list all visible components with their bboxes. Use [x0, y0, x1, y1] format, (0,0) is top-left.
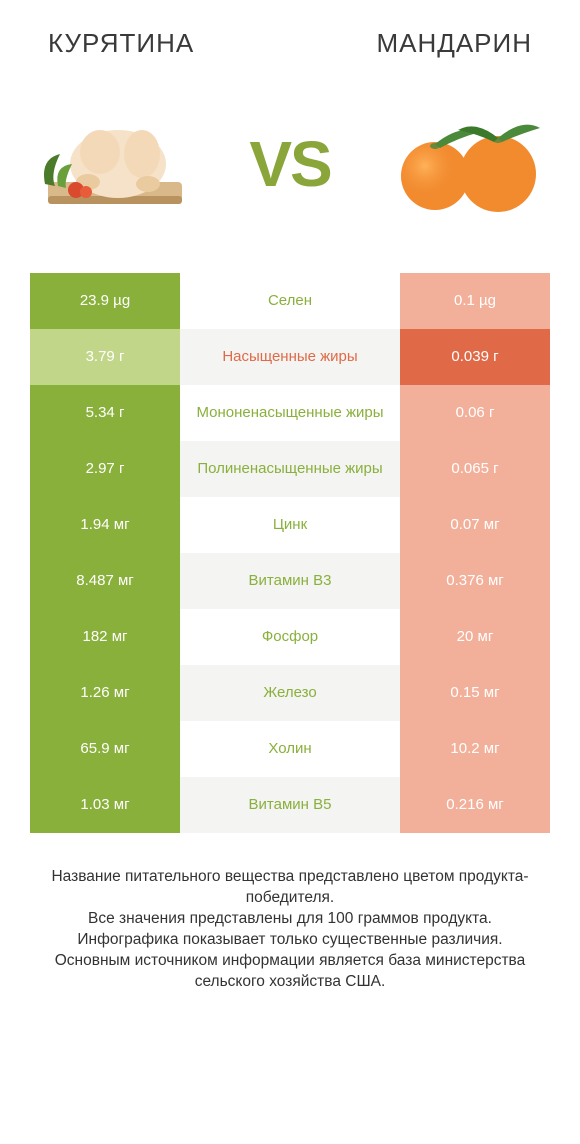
left-value: 1.26 мг	[30, 665, 180, 721]
right-value: 0.07 мг	[400, 497, 550, 553]
left-value: 2.97 г	[30, 441, 180, 497]
right-food-title: MАНДАРИН	[376, 28, 532, 59]
left-value: 182 мг	[30, 609, 180, 665]
left-value: 5.34 г	[30, 385, 180, 441]
table-row: 23.9 µgСелен0.1 µg	[30, 273, 550, 329]
footer-line: Все значения представлены для 100 граммо…	[28, 909, 552, 930]
footer-line: Название питательного вещества представл…	[28, 867, 552, 909]
table-row: 1.26 мгЖелезо0.15 мг	[30, 665, 550, 721]
left-value: 3.79 г	[30, 329, 180, 385]
nutrient-name: Холин	[180, 721, 400, 777]
nutrient-name: Железо	[180, 665, 400, 721]
footer-line: Инфографика показывает только существенн…	[28, 930, 552, 951]
right-value: 0.15 мг	[400, 665, 550, 721]
right-value: 0.039 г	[400, 329, 550, 385]
right-value: 0.376 мг	[400, 553, 550, 609]
footer-line: Основным источником информации является …	[28, 951, 552, 993]
vs-row: VS	[0, 59, 580, 273]
right-value: 0.06 г	[400, 385, 550, 441]
right-value: 0.065 г	[400, 441, 550, 497]
nutrient-name: Цинк	[180, 497, 400, 553]
nutrient-name: Полиненасыщенные жиры	[180, 441, 400, 497]
mandarin-illustration	[380, 99, 550, 229]
nutrient-name: Селен	[180, 273, 400, 329]
header: КУРЯТИНА MАНДАРИН	[0, 0, 580, 59]
nutrient-name: Мононенасыщенные жиры	[180, 385, 400, 441]
left-value: 23.9 µg	[30, 273, 180, 329]
nutrient-name: Витамин B5	[180, 777, 400, 833]
left-value: 65.9 мг	[30, 721, 180, 777]
right-value: 20 мг	[400, 609, 550, 665]
table-row: 8.487 мгВитамин B30.376 мг	[30, 553, 550, 609]
right-value: 0.1 µg	[400, 273, 550, 329]
table-row: 1.94 мгЦинк0.07 мг	[30, 497, 550, 553]
footer-note: Название питательного вещества представл…	[0, 833, 580, 993]
table-row: 5.34 гМононенасыщенные жиры0.06 г	[30, 385, 550, 441]
table-row: 182 мгФосфор20 мг	[30, 609, 550, 665]
nutrient-name: Фосфор	[180, 609, 400, 665]
left-value: 1.94 мг	[30, 497, 180, 553]
left-food-title: КУРЯТИНА	[48, 28, 194, 59]
comparison-table: 23.9 µgСелен0.1 µg3.79 гНасыщенные жиры0…	[30, 273, 550, 833]
left-value: 8.487 мг	[30, 553, 180, 609]
vs-badge: VS	[249, 127, 330, 201]
left-value: 1.03 мг	[30, 777, 180, 833]
right-value: 10.2 мг	[400, 721, 550, 777]
table-row: 65.9 мгХолин10.2 мг	[30, 721, 550, 777]
table-row: 3.79 гНасыщенные жиры0.039 г	[30, 329, 550, 385]
chicken-illustration	[30, 99, 200, 229]
right-value: 0.216 мг	[400, 777, 550, 833]
table-row: 2.97 гПолиненасыщенные жиры0.065 г	[30, 441, 550, 497]
table-row: 1.03 мгВитамин B50.216 мг	[30, 777, 550, 833]
nutrient-name: Витамин B3	[180, 553, 400, 609]
nutrient-name: Насыщенные жиры	[180, 329, 400, 385]
